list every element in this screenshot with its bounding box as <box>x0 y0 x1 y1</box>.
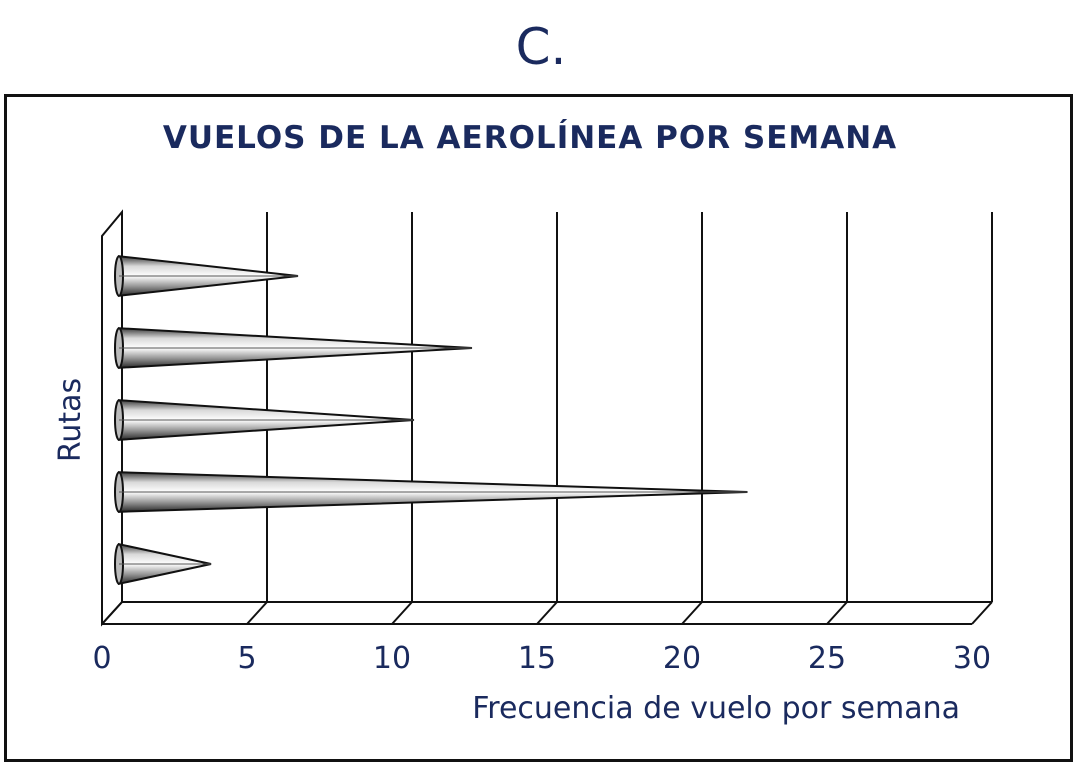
floor-tick <box>246 601 268 625</box>
bar-cone <box>114 542 212 586</box>
floor-tick <box>536 601 558 625</box>
x-tick-label: 15 <box>518 641 556 676</box>
floor-tick <box>681 601 703 625</box>
chart-frame <box>4 94 1073 762</box>
bar-cone <box>114 327 473 369</box>
x-tick-label: 5 <box>237 641 256 676</box>
option-letter: C. <box>515 18 567 76</box>
x-tick-label: 0 <box>92 641 111 676</box>
floor-tick <box>391 601 413 625</box>
floor-tick <box>971 601 993 625</box>
y-axis-label: Rutas <box>53 378 88 462</box>
x-tick-label: 10 <box>373 641 411 676</box>
x-tick-label: 25 <box>808 641 846 676</box>
x-tick-label: 20 <box>663 641 701 676</box>
bar-cone <box>114 471 748 513</box>
floor-tick <box>826 601 848 625</box>
chart-title: VUELOS DE LA AEROLÍNEA POR SEMANA <box>163 120 897 156</box>
bar-cone <box>114 399 415 441</box>
x-axis-label: Frecuencia de vuelo por semana <box>472 691 960 726</box>
x-tick-label: 30 <box>953 641 991 676</box>
bar-cone <box>114 255 299 297</box>
